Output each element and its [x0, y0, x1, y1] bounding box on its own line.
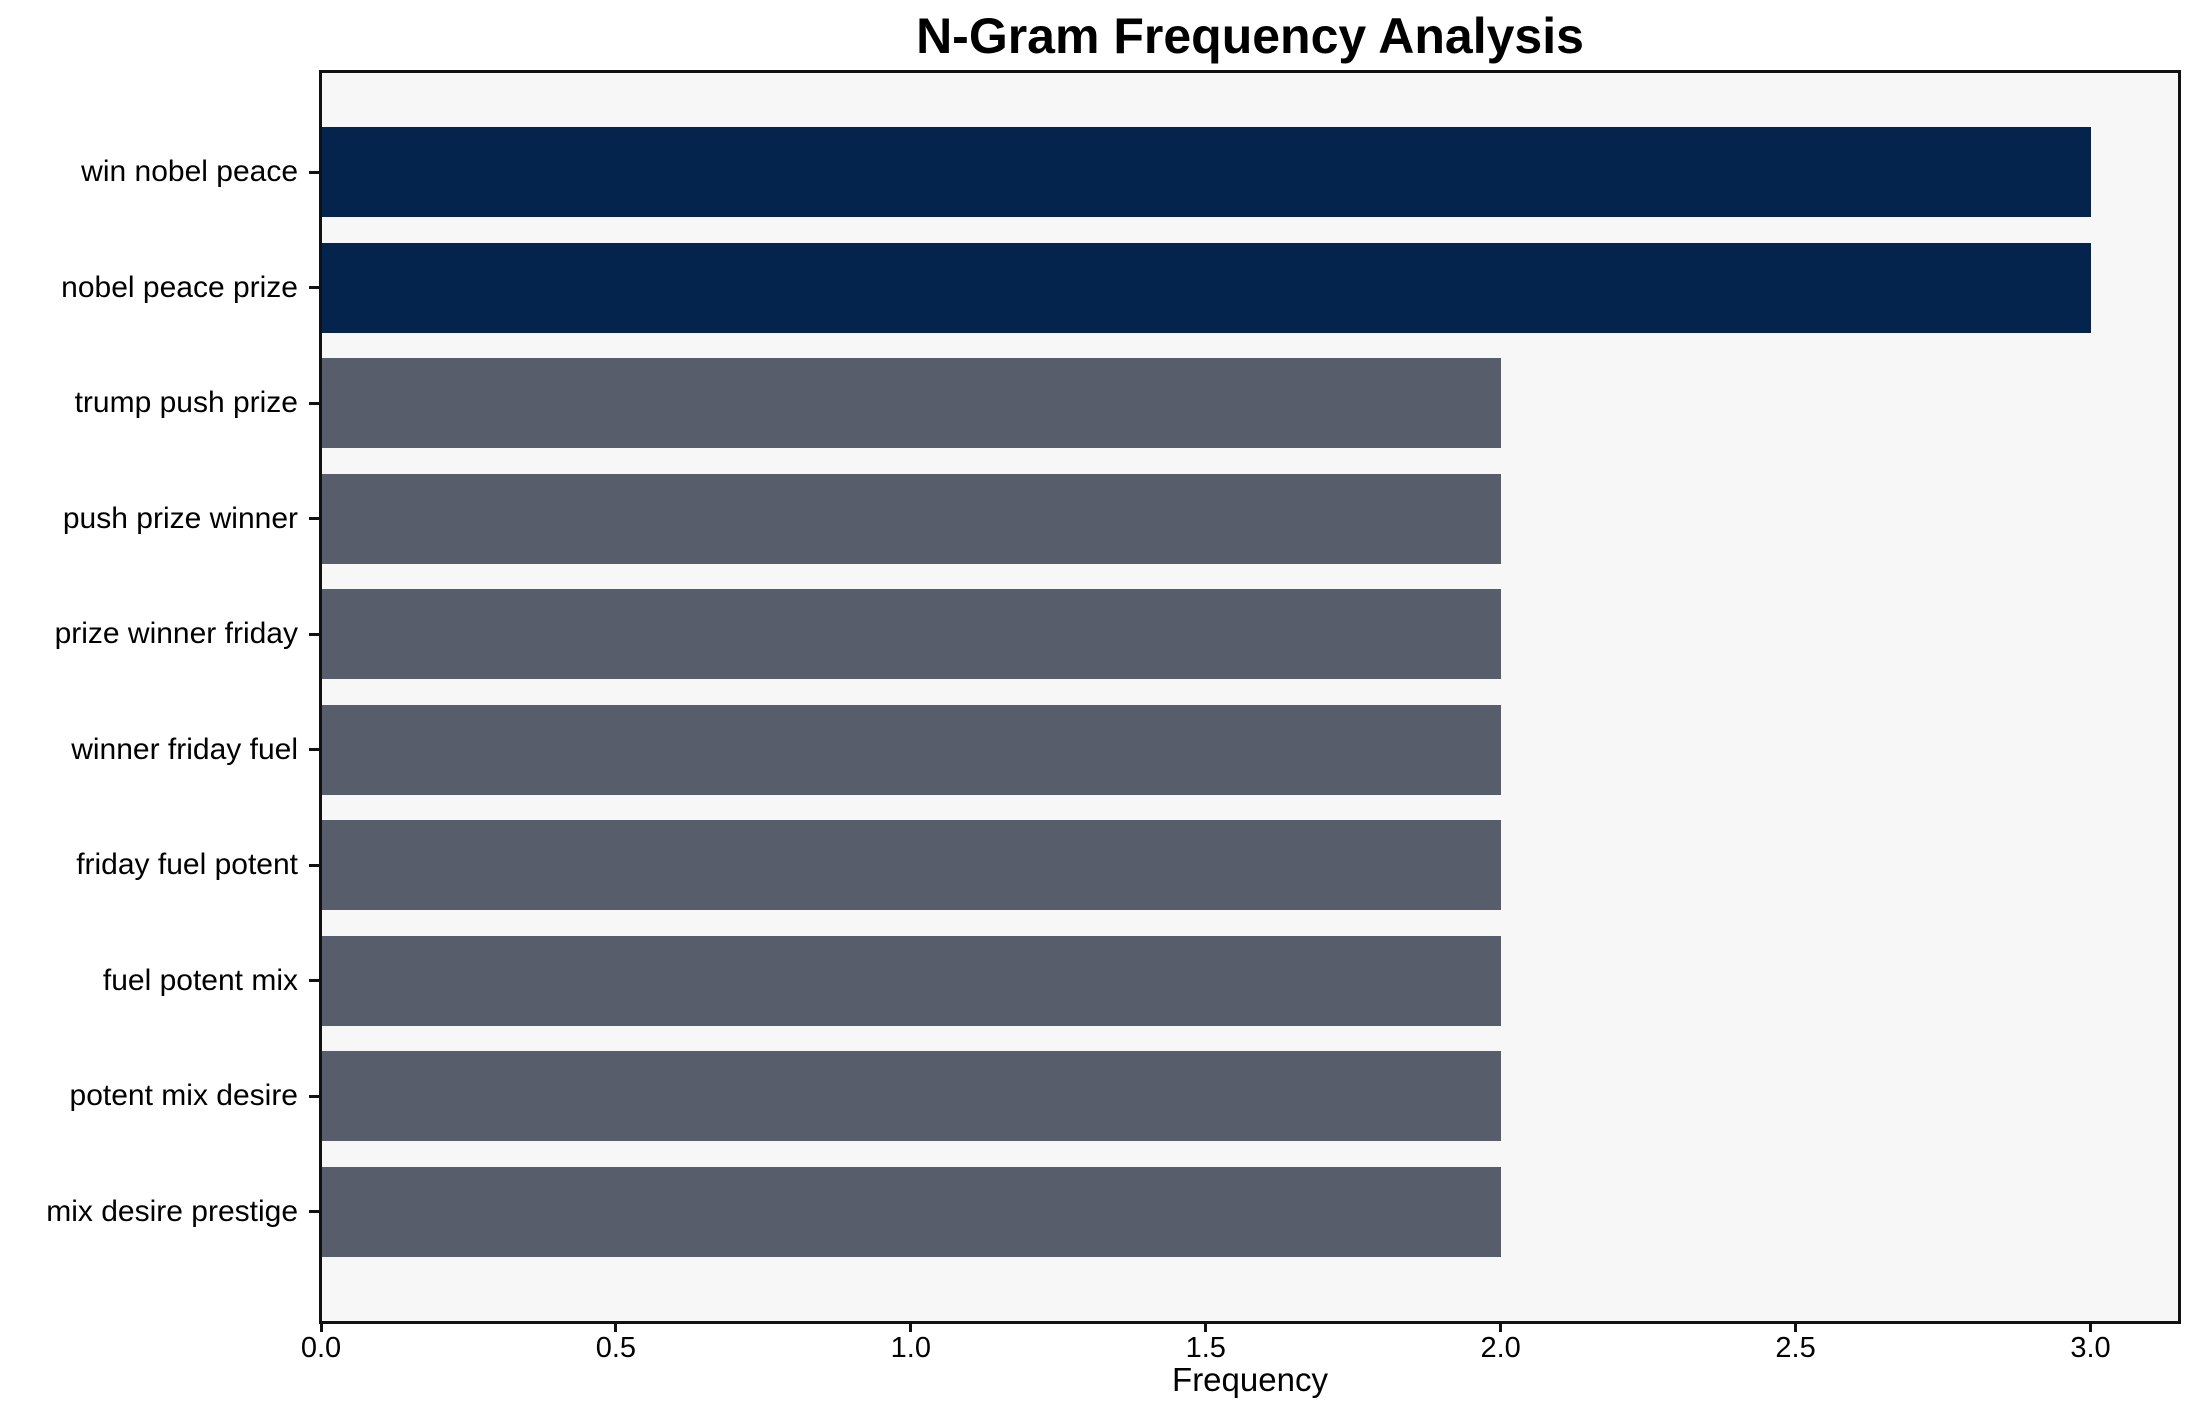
plot-area [321, 72, 2179, 1322]
x-tick-mark [909, 1322, 913, 1332]
y-tick-label: potent mix desire [69, 1079, 298, 1112]
chart-title: N-Gram Frequency Analysis [916, 8, 1584, 64]
y-tick-mark [309, 1094, 319, 1098]
y-tick-label: fuel potent mix [102, 963, 298, 997]
x-tick-label: 2.5 [1775, 1332, 1816, 1364]
bar [321, 1051, 1501, 1141]
bar [321, 1166, 1501, 1257]
y-tick-label: winner friday fuel [71, 732, 298, 766]
x-tick-mark [1794, 1322, 1798, 1332]
x-axis-label: Frequency [1172, 1361, 1328, 1398]
y-tick-mark [309, 748, 319, 751]
x-tick-label: 2.0 [1480, 1332, 1521, 1364]
y-tick-mark [309, 863, 319, 867]
y-tick-mark [309, 632, 319, 636]
bar [321, 242, 2091, 333]
y-tick-label: friday fuel potent [76, 848, 298, 881]
y-tick-mark [309, 170, 319, 174]
bar [321, 589, 1501, 679]
x-tick-label: 0.5 [595, 1332, 637, 1364]
bar [321, 473, 1501, 564]
y-tick-label: nobel peace prize [61, 270, 298, 304]
x-tick-label: 3.0 [2070, 1332, 2111, 1364]
x-tick-mark [2089, 1322, 2093, 1332]
x-tick-mark [614, 1322, 618, 1332]
y-tick-label: trump push prize [74, 386, 298, 419]
bar [321, 127, 2091, 217]
y-tick-mark [309, 401, 319, 405]
y-tick-label: push prize winner [62, 501, 298, 535]
x-tick-mark [319, 1322, 323, 1332]
y-tick-label: prize winner friday [54, 617, 298, 650]
x-tick-label: 1.5 [1185, 1332, 1226, 1364]
bar [321, 820, 1501, 910]
bar [321, 935, 1501, 1026]
y-tick-mark [309, 1210, 319, 1213]
x-tick-label: 1.0 [890, 1332, 931, 1364]
x-tick-mark [1204, 1322, 1208, 1332]
bar [321, 704, 1501, 795]
y-tick-mark [309, 517, 319, 520]
bar [321, 358, 1501, 448]
y-tick-mark [309, 286, 319, 289]
y-tick-label: mix desire prestige [46, 1194, 298, 1228]
x-tick-mark [1499, 1322, 1503, 1332]
y-tick-mark [309, 979, 319, 982]
x-tick-label: 0.0 [300, 1332, 342, 1364]
y-tick-label: win nobel peace [81, 155, 298, 188]
